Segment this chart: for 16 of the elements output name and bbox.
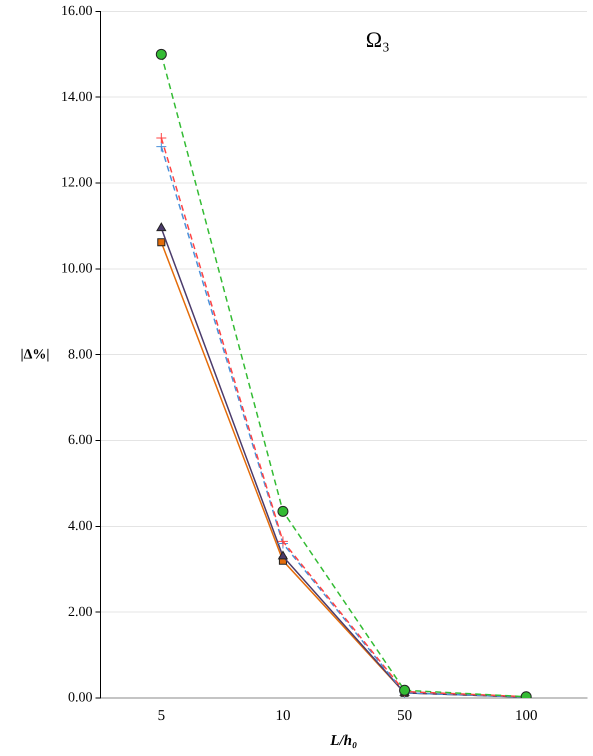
x-axis-title: L/h₀ <box>329 732 358 749</box>
y-tick-label: 2.00 <box>68 604 92 620</box>
x-tick-label: 100 <box>514 708 538 724</box>
x-tick-label: 10 <box>275 708 290 724</box>
y-tick-label: 16.00 <box>61 4 92 20</box>
x-tick-label: 5 <box>158 708 166 724</box>
y-tick-label: 12.00 <box>61 176 92 191</box>
y-tick-label: 4.00 <box>68 519 92 534</box>
y-tick-label: 14.00 <box>61 90 92 105</box>
y-tick-label: 8.00 <box>68 347 92 362</box>
text: Ω₃ <box>366 27 390 52</box>
y-tick-label: 0.00 <box>68 690 92 706</box>
x-tick-label: 50 <box>397 708 412 724</box>
y-tick-label: 6.00 <box>68 433 92 448</box>
y-axis-title: |Δ%| <box>20 347 50 362</box>
y-tick-label: 10.00 <box>61 262 92 277</box>
